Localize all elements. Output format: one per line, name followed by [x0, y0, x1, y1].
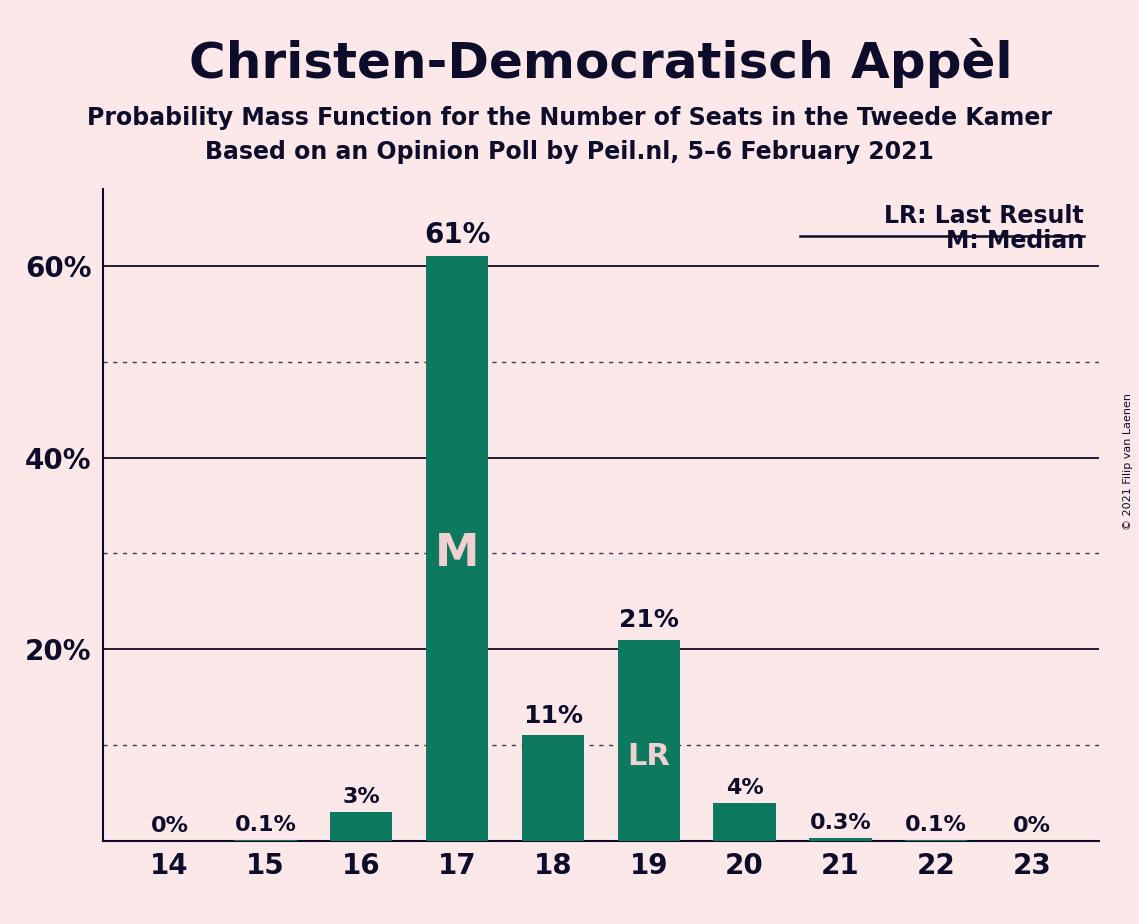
- Bar: [522, 736, 584, 841]
- Text: 0%: 0%: [150, 816, 189, 836]
- Text: 0%: 0%: [1013, 816, 1051, 836]
- Text: Probability Mass Function for the Number of Seats in the Tweede Kamer: Probability Mass Function for the Number…: [87, 106, 1052, 130]
- Bar: [426, 257, 489, 841]
- Bar: [906, 840, 967, 841]
- Text: © 2021 Filip van Laenen: © 2021 Filip van Laenen: [1123, 394, 1133, 530]
- Text: 21%: 21%: [618, 608, 679, 632]
- Text: LR: LR: [628, 742, 670, 771]
- Text: 4%: 4%: [726, 778, 763, 797]
- Text: LR: Last Result: LR: Last Result: [885, 204, 1084, 227]
- Text: Based on an Opinion Poll by Peil.nl, 5–6 February 2021: Based on an Opinion Poll by Peil.nl, 5–6…: [205, 140, 934, 164]
- Text: 3%: 3%: [343, 787, 380, 808]
- Text: M: Median: M: Median: [947, 228, 1084, 252]
- Text: M: M: [435, 532, 480, 575]
- Bar: [617, 639, 680, 841]
- Bar: [809, 838, 871, 841]
- Bar: [235, 840, 296, 841]
- Text: 11%: 11%: [523, 704, 583, 728]
- Text: 61%: 61%: [424, 221, 490, 249]
- Bar: [330, 812, 393, 841]
- Bar: [713, 803, 776, 841]
- Text: 0.1%: 0.1%: [235, 815, 296, 835]
- Title: Christen-Democratisch Appèl: Christen-Democratisch Appèl: [189, 38, 1013, 89]
- Text: 0.1%: 0.1%: [906, 815, 967, 835]
- Text: 0.3%: 0.3%: [810, 813, 871, 833]
